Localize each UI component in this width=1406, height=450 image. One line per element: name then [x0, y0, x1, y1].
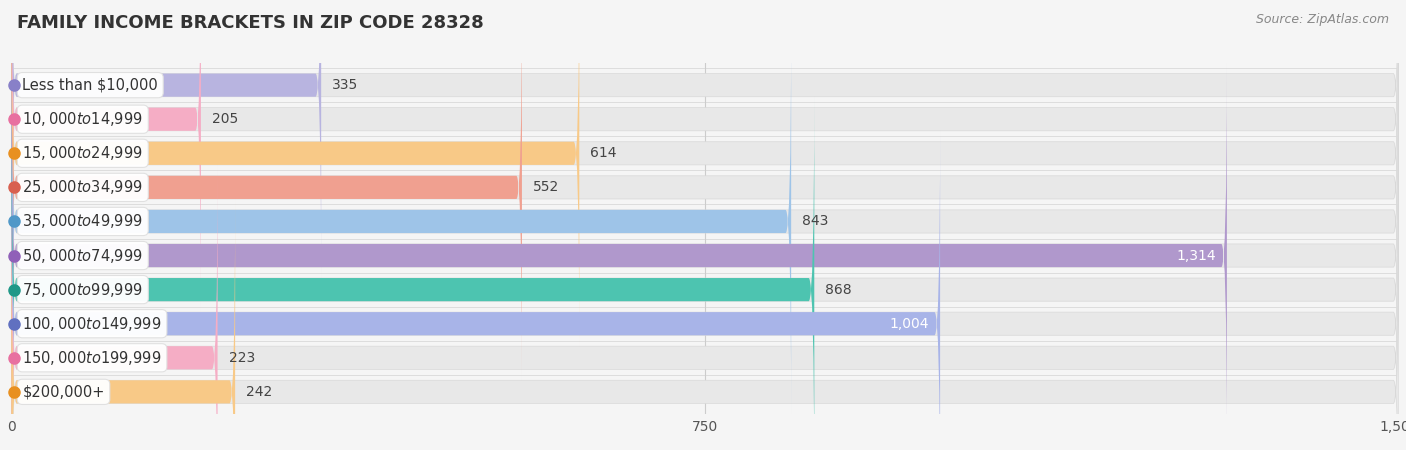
FancyBboxPatch shape [11, 97, 814, 450]
Text: $25,000 to $34,999: $25,000 to $34,999 [22, 178, 143, 196]
Text: $200,000+: $200,000+ [22, 384, 104, 399]
Text: 1,314: 1,314 [1177, 248, 1216, 262]
Text: $150,000 to $199,999: $150,000 to $199,999 [22, 349, 162, 367]
Text: Source: ZipAtlas.com: Source: ZipAtlas.com [1256, 14, 1389, 27]
FancyBboxPatch shape [11, 29, 792, 414]
Text: 614: 614 [591, 146, 617, 160]
Text: $10,000 to $14,999: $10,000 to $14,999 [22, 110, 143, 128]
FancyBboxPatch shape [11, 0, 201, 312]
FancyBboxPatch shape [11, 199, 235, 450]
Text: $35,000 to $49,999: $35,000 to $49,999 [22, 212, 143, 230]
FancyBboxPatch shape [11, 0, 522, 380]
Text: 335: 335 [332, 78, 359, 92]
Text: 205: 205 [212, 112, 238, 126]
FancyBboxPatch shape [11, 0, 1399, 278]
FancyBboxPatch shape [11, 0, 1399, 312]
FancyBboxPatch shape [11, 97, 1399, 450]
Text: $15,000 to $24,999: $15,000 to $24,999 [22, 144, 143, 162]
Text: 552: 552 [533, 180, 560, 194]
Text: 242: 242 [246, 385, 273, 399]
Text: 223: 223 [229, 351, 254, 365]
FancyBboxPatch shape [11, 165, 1399, 450]
Text: 843: 843 [803, 215, 828, 229]
Text: $75,000 to $99,999: $75,000 to $99,999 [22, 281, 143, 299]
FancyBboxPatch shape [11, 0, 579, 346]
FancyBboxPatch shape [11, 131, 941, 450]
FancyBboxPatch shape [11, 63, 1399, 448]
Text: $100,000 to $149,999: $100,000 to $149,999 [22, 315, 162, 333]
FancyBboxPatch shape [11, 63, 1227, 448]
FancyBboxPatch shape [11, 29, 1399, 414]
Text: 1,004: 1,004 [890, 317, 929, 331]
FancyBboxPatch shape [11, 0, 321, 278]
Text: Less than $10,000: Less than $10,000 [22, 78, 157, 93]
FancyBboxPatch shape [11, 0, 1399, 380]
FancyBboxPatch shape [11, 199, 1399, 450]
FancyBboxPatch shape [11, 165, 218, 450]
Text: $50,000 to $74,999: $50,000 to $74,999 [22, 247, 143, 265]
Text: FAMILY INCOME BRACKETS IN ZIP CODE 28328: FAMILY INCOME BRACKETS IN ZIP CODE 28328 [17, 14, 484, 32]
FancyBboxPatch shape [11, 131, 1399, 450]
Text: 868: 868 [825, 283, 852, 297]
FancyBboxPatch shape [11, 0, 1399, 346]
